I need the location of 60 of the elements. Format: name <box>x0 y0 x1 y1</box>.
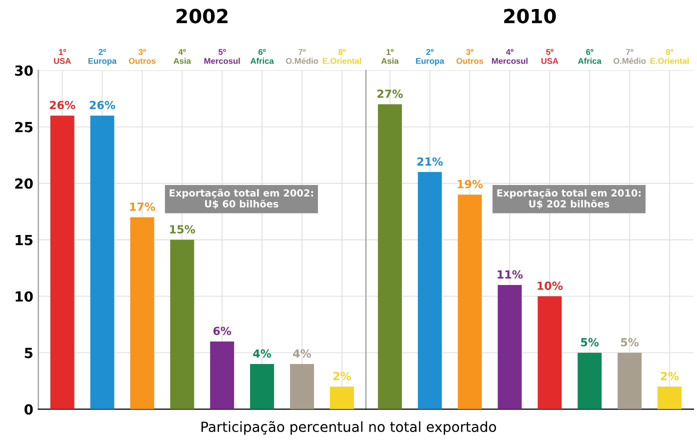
bar <box>330 386 354 410</box>
bar <box>658 386 682 410</box>
x-tick-label: 8º E.Oriental <box>322 49 362 64</box>
y-tick-label: 0 <box>24 404 33 415</box>
bar <box>250 364 274 410</box>
data-label: 11% <box>498 270 523 279</box>
bar <box>618 352 642 410</box>
bar <box>378 104 402 410</box>
data-label: 26% <box>50 100 76 110</box>
x-tick-label: 4º Asia <box>174 49 192 64</box>
data-label: 26% <box>90 100 116 110</box>
data-label: 5% <box>621 338 639 346</box>
bar <box>498 284 522 410</box>
bar <box>290 364 314 410</box>
data-label: 5% <box>581 338 599 346</box>
annotation: Exportação total em 2010: U$ 202 bilhões <box>497 188 641 209</box>
data-label: 2% <box>660 372 679 380</box>
data-label: 15% <box>170 225 196 234</box>
data-label: 10% <box>538 282 563 290</box>
bar <box>90 116 114 410</box>
x-axis-title: Participação percentual no total exportado <box>202 421 496 435</box>
data-label: 19% <box>458 180 483 188</box>
bar <box>130 217 154 410</box>
data-label: 21% <box>417 157 443 166</box>
x-tick-label: 5º Mercosul <box>204 49 240 64</box>
chart-title: 2002 <box>176 8 228 24</box>
x-tick-label: 6º Africa <box>578 49 602 64</box>
x-tick-label: 1º USA <box>54 49 71 64</box>
x-tick-label: 6º Africa <box>250 49 274 64</box>
annotation: Exportação total em 2002: U$ 60 bilhões <box>170 188 313 209</box>
bar <box>538 296 562 410</box>
bar <box>50 116 74 410</box>
bar <box>578 352 602 410</box>
chart-title: 2010 <box>504 8 556 24</box>
x-tick-label: 1º Asia <box>381 49 399 64</box>
x-tick-label: 2º Europa <box>416 49 444 66</box>
bar <box>458 194 482 410</box>
data-label: 2% <box>333 372 352 380</box>
x-tick-label: 4º Mercosul <box>492 49 528 64</box>
x-tick-label: 3º Outros <box>456 49 484 64</box>
y-tick-label: 5 <box>24 348 33 358</box>
data-label: 27% <box>377 90 403 98</box>
bar <box>170 240 194 410</box>
data-label: 4% <box>253 349 272 358</box>
x-tick-label: 5º USA <box>541 49 558 64</box>
x-tick-label: 7º O.Médio <box>286 49 318 64</box>
y-tick-label: 20 <box>15 178 33 189</box>
x-tick-label: 8º E.Oriental <box>650 49 689 64</box>
y-tick-label: 10 <box>16 291 33 302</box>
data-label: 17% <box>130 202 156 211</box>
bar <box>210 341 234 410</box>
data-label: 4% <box>293 349 312 358</box>
x-tick-label: 7º O.Médio <box>614 49 646 64</box>
x-tick-label: 2º Europa <box>88 49 117 66</box>
data-label: 6% <box>213 326 232 336</box>
y-tick-label: 25 <box>15 122 33 132</box>
y-tick-label: 15 <box>16 234 33 246</box>
bar <box>418 172 442 410</box>
y-tick-label: 30 <box>15 65 33 76</box>
x-tick-label: 3º Outros <box>128 49 156 64</box>
